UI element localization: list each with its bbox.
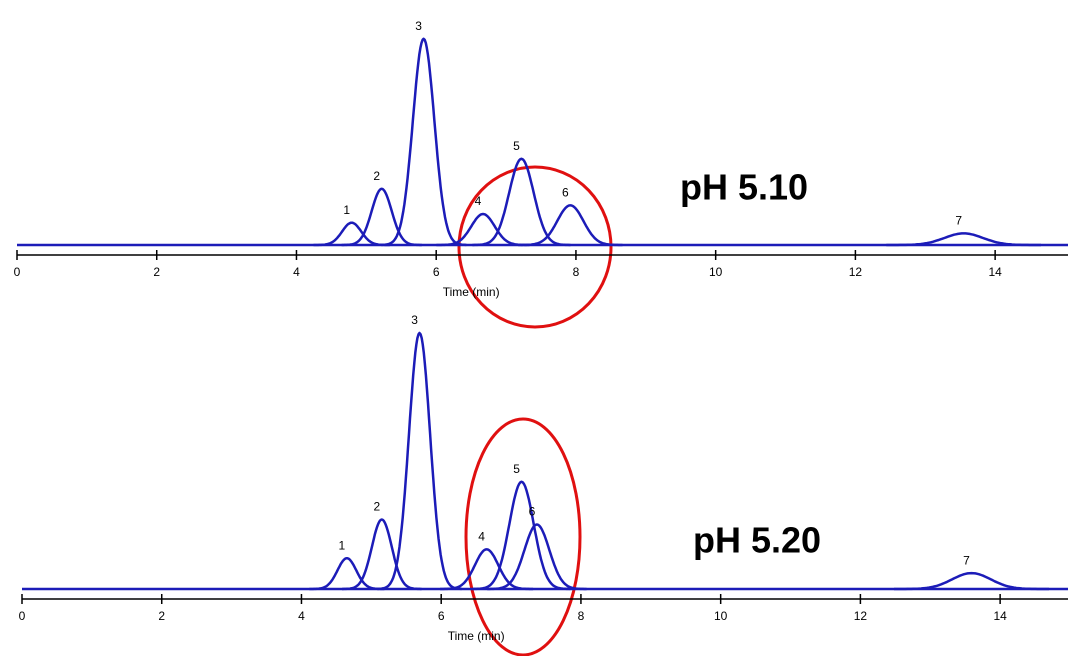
peak-label: 4 bbox=[478, 529, 485, 543]
peak bbox=[309, 556, 385, 591]
peak bbox=[380, 37, 467, 247]
peak-label: 7 bbox=[955, 214, 962, 228]
peak bbox=[472, 480, 571, 591]
peak-label: 1 bbox=[343, 203, 350, 217]
x-tick-label: 0 bbox=[19, 609, 26, 623]
peak-label: 5 bbox=[513, 462, 520, 476]
peak bbox=[341, 518, 422, 591]
x-tick-label: 6 bbox=[433, 265, 440, 279]
peak bbox=[377, 331, 462, 591]
annotation: pH 5.20 bbox=[693, 520, 821, 561]
peak bbox=[487, 523, 587, 591]
highlight-ellipse bbox=[457, 165, 613, 329]
peak-label: 6 bbox=[529, 505, 536, 519]
peak-label: 3 bbox=[415, 19, 422, 33]
peak bbox=[341, 187, 423, 247]
x-tick-label: 6 bbox=[438, 609, 445, 623]
highlight-ellipse bbox=[464, 417, 582, 656]
x-tick-label: 12 bbox=[854, 609, 868, 623]
x-tick-label: 14 bbox=[993, 609, 1007, 623]
x-tick-label: 10 bbox=[714, 609, 728, 623]
x-tick-label: 12 bbox=[849, 265, 863, 279]
x-tick-label: 8 bbox=[573, 265, 580, 279]
peak-label: 6 bbox=[562, 185, 569, 199]
peak-label: 1 bbox=[339, 538, 346, 552]
x-axis-label: Time (min) bbox=[448, 629, 505, 643]
x-axis-label: Time (min) bbox=[443, 285, 500, 299]
annotation: pH 5.10 bbox=[680, 167, 808, 208]
peak bbox=[886, 232, 1041, 247]
peak-label: 2 bbox=[373, 500, 380, 514]
peak-label: 7 bbox=[963, 553, 970, 567]
peak bbox=[472, 157, 571, 247]
x-tick-label: 8 bbox=[578, 609, 585, 623]
peak-label: 5 bbox=[513, 139, 520, 153]
x-tick-label: 14 bbox=[988, 265, 1002, 279]
peak-label: 4 bbox=[475, 194, 482, 208]
x-tick-label: 2 bbox=[158, 609, 165, 623]
x-tick-label: 4 bbox=[298, 609, 305, 623]
peak bbox=[313, 221, 391, 247]
peak bbox=[894, 571, 1049, 591]
x-tick-label: 10 bbox=[709, 265, 723, 279]
x-tick-label: 2 bbox=[153, 265, 160, 279]
x-tick-label: 4 bbox=[293, 265, 300, 279]
peak bbox=[518, 204, 623, 247]
peak bbox=[436, 212, 530, 247]
peak-label: 2 bbox=[373, 169, 380, 183]
peak bbox=[440, 548, 534, 591]
peak-label: 3 bbox=[411, 313, 418, 327]
x-tick-label: 0 bbox=[14, 265, 21, 279]
